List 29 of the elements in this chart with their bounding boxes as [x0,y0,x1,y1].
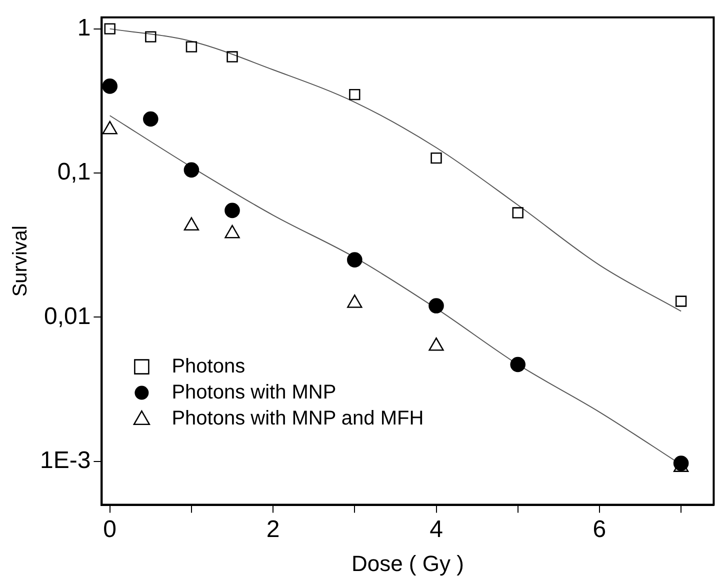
legend-label: Photons [172,355,246,378]
y-tick-label: 0,1 [57,158,91,186]
point [104,23,116,34]
point [675,296,687,307]
point [510,356,526,372]
point [224,202,240,218]
point [512,207,524,218]
y-tick-label: 0,01 [44,302,91,330]
point [102,78,118,94]
x-tick-label: 2 [266,516,280,543]
point [226,51,238,62]
x-tick-label: 0 [103,516,117,543]
x-axis-title: Dose ( Gy ) [351,550,464,576]
point [430,152,442,164]
y-axis-title: Survival [10,226,32,297]
point [347,252,362,268]
point [673,456,689,471]
point [186,41,198,52]
y-tick-label: 1E-3 [40,447,91,474]
x-tick-label: 4 [430,516,443,543]
legend-label: Photons with MNP and MFH [172,407,424,430]
point [145,31,156,42]
point [349,88,360,100]
point [428,298,444,314]
x-tick-label: 6 [592,516,606,543]
legend-label: Photons with MNP [172,381,336,404]
y-tick-label: 1 [77,14,91,42]
point [184,162,200,178]
point [143,111,158,127]
